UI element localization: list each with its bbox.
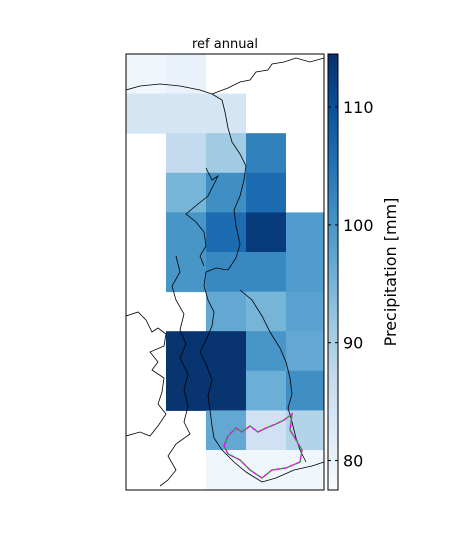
colorbar: 80 90 100 110 Precipitation [mm] — [327, 53, 400, 491]
chart-title: ref annual — [192, 37, 258, 52]
heatmap-cell — [286, 370, 324, 411]
heatmap-cell — [206, 291, 246, 332]
heatmap-cell — [286, 450, 324, 491]
heatmap-cell — [246, 172, 286, 213]
heatmap-cell — [166, 54, 206, 95]
heatmap-cell — [206, 93, 246, 134]
heatmap-cell — [286, 331, 324, 372]
colorbar-tick-label: 100 — [343, 216, 374, 235]
heatmap-cell — [246, 331, 286, 372]
heatmap-cell — [206, 450, 246, 491]
inner-border — [185, 167, 220, 267]
heatmap-cell — [206, 212, 246, 253]
colorbar-ticks: 80 90 100 110 — [328, 98, 374, 471]
east-border — [239, 289, 307, 463]
heatmap-cell — [246, 133, 286, 174]
heatmap-cell — [206, 331, 246, 372]
heatmap-cell — [166, 370, 206, 411]
heatmap-cells — [126, 54, 324, 491]
heatmap-cell — [286, 291, 324, 332]
plot-frame — [125, 53, 325, 491]
map-plot-area — [125, 53, 325, 491]
heatmap-cell — [166, 93, 206, 134]
colorbar-tick-label: 80 — [343, 452, 363, 471]
highlighted-border — [223, 412, 303, 479]
heatmap-cell — [206, 252, 246, 293]
heatmap-cell — [206, 370, 246, 411]
colorbar-label: Precipitation [mm] — [381, 198, 400, 347]
boundary-lines — [125, 57, 325, 487]
peninsula — [159, 255, 191, 487]
heatmap-cell — [206, 133, 246, 174]
heatmap-cell — [286, 252, 324, 293]
heatmap-cell — [166, 172, 206, 213]
heatmap-cell — [166, 331, 206, 372]
northern-border — [211, 57, 325, 95]
heatmap-cell — [246, 252, 286, 293]
heatmap-cell — [166, 133, 206, 174]
heatmap-cell — [166, 212, 206, 253]
heatmap-cell — [286, 212, 324, 253]
heatmap-cell — [126, 54, 166, 95]
colorbar-tick-label: 110 — [343, 98, 374, 117]
colorbar-tick-label: 90 — [343, 334, 363, 353]
heatmap-cell — [206, 172, 246, 213]
heatmap-cell — [246, 291, 286, 332]
colorbar-gradient — [327, 53, 339, 491]
heatmap-cell — [126, 93, 166, 134]
heatmap-cell — [246, 450, 286, 491]
highlight-line-magenta — [223, 412, 303, 479]
heatmap-cell — [246, 212, 286, 253]
heatmap-cell — [246, 410, 286, 451]
heatmap-cell — [286, 410, 324, 451]
west-coast — [125, 311, 167, 437]
coastline — [125, 83, 325, 483]
heatmap-cell — [246, 370, 286, 411]
